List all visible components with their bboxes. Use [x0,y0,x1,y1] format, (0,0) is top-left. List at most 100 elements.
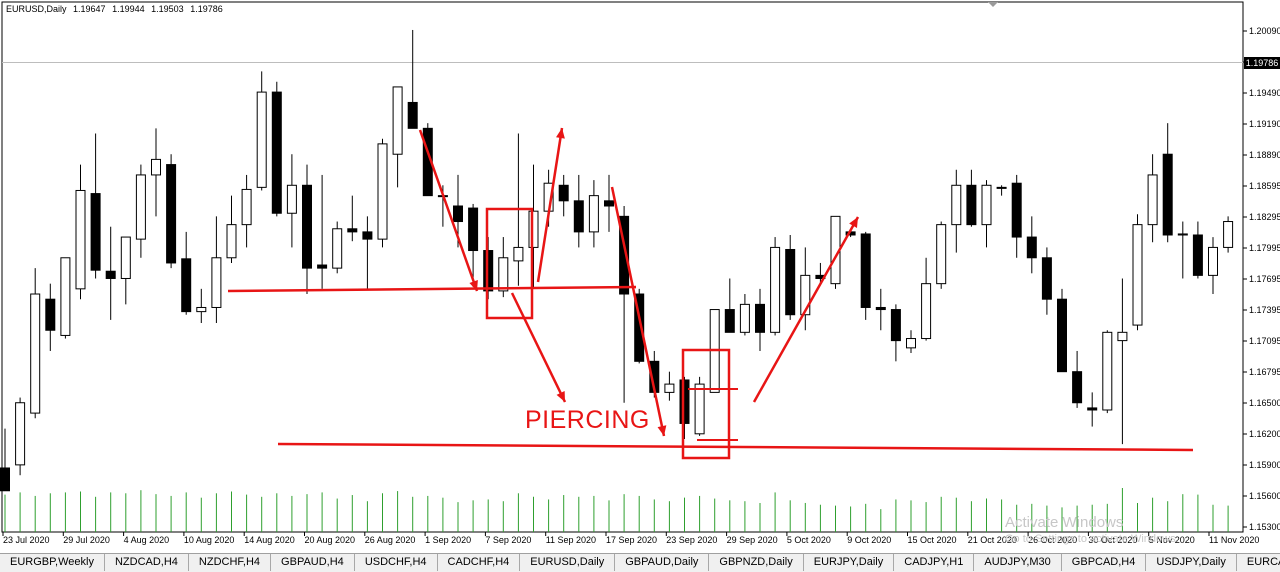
bearish-candle [785,248,796,316]
bearish-candle [1011,182,1022,238]
bearish-candle [755,303,765,333]
chart-tab[interactable]: CADCHF,H4 [438,554,521,571]
chart-tab[interactable]: EURUSD,Daily [520,554,616,571]
support-line-lower [277,442,1194,452]
bearish-candle [1087,407,1098,411]
ohlc-close: 1.19786 [190,4,223,14]
bearish-candle [1057,298,1067,373]
price-tick-label: 1.15300 [1249,522,1280,532]
bullish-candle [196,306,207,313]
bearish-candle [966,184,977,226]
bullish-candle [392,86,403,155]
bullish-candle [770,246,781,333]
bullish-candle [906,338,916,349]
chart-tab[interactable]: GBPCAD,H4 [1062,554,1147,571]
bearish-candle [302,184,312,269]
pattern-box-2 [681,348,731,460]
chart-tab[interactable]: EURGBP,Weekly [0,554,105,571]
bullish-candle [936,224,947,285]
chart-tab[interactable]: NZDCHF,H4 [189,554,272,571]
watermark-title: Activate Windows [1005,514,1124,531]
chart-tab-bar: EURGBP,Weekly NZDCAD,H4 NZDCHF,H4 GBPAUD,H4… [0,553,1280,572]
bearish-candle [1162,153,1173,236]
bullish-candle [694,383,705,435]
bearish-candle [271,91,282,214]
piercing-label: PIERCING [525,406,650,434]
arrow-line [536,127,564,283]
chart-tab[interactable]: USDJPY,Daily [1146,554,1237,571]
plot-frame [1,1,1244,533]
chart-tab[interactable]: GBPNZD,Daily [709,554,804,571]
bullish-candle [135,174,146,240]
arrow-head [469,280,478,291]
arrow-head [556,391,565,402]
bearish-candle [407,101,418,129]
arrow-line [752,216,860,403]
bearish-candle [860,233,871,308]
bearish-candle [45,298,56,331]
watermark-subtitle: Go to Settings to activate Windows. [1005,533,1179,545]
bullish-candle [211,257,222,308]
bearish-candle [468,207,479,252]
bearish-candle [0,467,10,492]
date-tick-label: 5 Oct 2020 [786,535,831,545]
pattern-box-1 [485,207,534,320]
chart-tab[interactable]: NZDCAD,H4 [105,554,189,571]
arrow-head [849,217,858,228]
chart-tab[interactable]: GBPAUD,H4 [271,554,355,571]
date-tick-label: 4 Aug 2020 [123,535,170,545]
bearish-candle [573,200,584,233]
bullish-candle [1208,246,1218,276]
bearish-candle [679,379,690,424]
date-tick-label: 5 Nov 2020 [1148,535,1195,545]
bullish-candle [664,383,675,393]
price-tick-label: 1.16795 [1249,367,1280,377]
price-tick-label: 1.20090 [1249,26,1280,36]
date-tick-label: 23 Jul 2020 [3,535,50,545]
date-tick-label: 7 Sep 2020 [485,535,532,545]
ohlc-high: 1.19944 [112,4,145,14]
date-tick-label: 29 Sep 2020 [726,535,778,545]
bullish-candle [30,293,41,414]
date-tick-label: 29 Jul 2020 [63,535,110,545]
price-tick-label: 1.18295 [1249,212,1280,222]
date-tick-label: 21 Oct 2020 [967,535,1017,545]
bullish-candle [981,184,992,226]
price-tick-label: 1.17995 [1249,243,1280,253]
bearish-candle [996,186,1007,189]
chart-tab[interactable]: EURJPY,Daily [804,554,895,571]
bearish-candle [90,193,101,271]
bullish-candle [800,274,811,316]
price-tick-label: 1.18890 [1249,150,1280,160]
chart-tab[interactable]: AUDJPY,M30 [974,554,1062,571]
chart-tab[interactable]: USDCHF,H4 [355,554,438,571]
chart-tab[interactable]: EURCAD, [1237,554,1280,571]
bearish-candle [890,309,901,342]
chart-window[interactable]: EURUSD,Daily 1.19647 1.19944 1.19503 1.1… [0,0,1280,553]
date-tick-label: 15 Oct 2020 [907,535,957,545]
arrow-head [556,128,565,139]
bullish-candle [60,257,71,336]
chart-tab[interactable]: CADJPY,H1 [894,554,975,571]
arrow-line [418,129,479,292]
chart-shift-marker [988,2,998,7]
bearish-candle [105,270,116,279]
price-tick-label: 1.16200 [1249,429,1280,439]
bearish-candle [604,200,614,207]
bearish-candle [875,306,886,311]
bullish-candle [1147,174,1158,226]
bullish-candle [528,210,539,248]
chart-tab[interactable]: GBPAUD,Daily [615,554,710,571]
bearish-candle [317,264,328,269]
bullish-candle [151,158,161,176]
bullish-candle [588,195,599,233]
bearish-candle [1072,371,1083,404]
date-tick-label: 30 Oct 2020 [1088,535,1138,545]
support-line-upper [227,285,637,293]
bearish-candle [166,164,177,264]
bearish-candle [724,309,735,333]
price-chart[interactable] [0,0,1280,553]
date-tick-label: 26 Aug 2020 [364,535,416,545]
bearish-candle [181,258,192,313]
activate-windows-watermark: Activate Windows Go to Settings to activ… [1005,514,1179,545]
